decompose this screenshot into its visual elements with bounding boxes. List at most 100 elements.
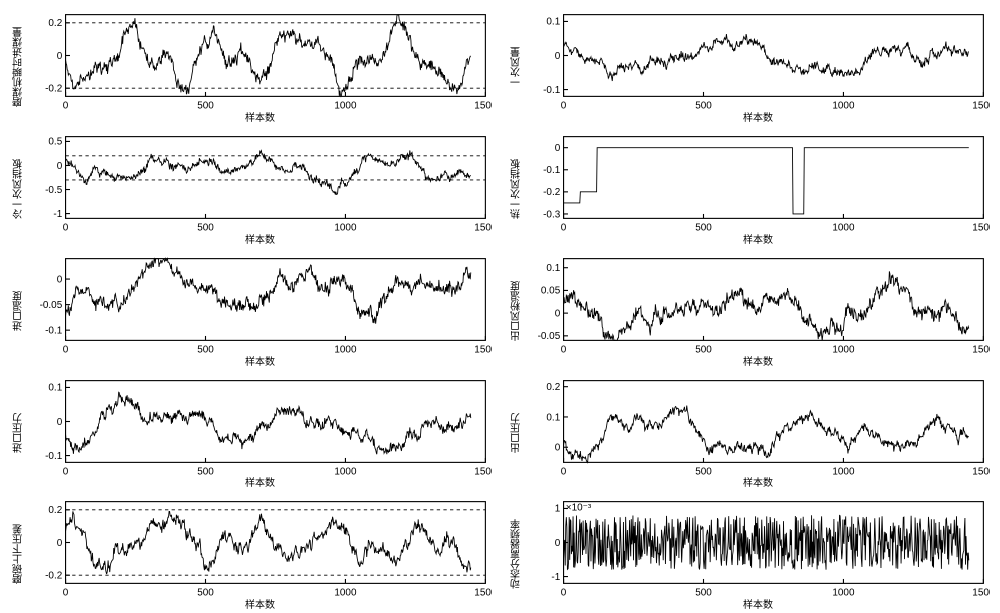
chart-panel-p51: 磨碗上下压差-0.200.2050010001500样本数 [10, 495, 492, 613]
svg-text:1000: 1000 [832, 222, 855, 233]
svg-text:500: 500 [695, 466, 712, 477]
svg-text:1500: 1500 [474, 222, 492, 233]
ylabel-p42: 出口压力 [508, 374, 526, 492]
xlabel-p52: 样本数 [526, 599, 990, 613]
svg-text:-0.2: -0.2 [45, 84, 63, 95]
svg-text:0: 0 [63, 466, 69, 477]
svg-text:1500: 1500 [474, 344, 492, 355]
svg-text:1000: 1000 [832, 466, 855, 477]
svg-text:0.1: 0.1 [546, 17, 560, 28]
svg-text:1000: 1000 [334, 222, 357, 233]
svg-text:1500: 1500 [474, 588, 492, 599]
xlabel-p32: 样本数 [526, 356, 990, 370]
plot-p31: -0.1 -0.05 0 0 500 1000 1500 [28, 252, 492, 356]
svg-text:×10⁻³: ×10⁻³ [566, 503, 592, 514]
svg-text:1000: 1000 [334, 344, 357, 355]
chart-panel-p11: 磨煤机瞬时进煤量-0.200.2050010001500样本数 [10, 8, 492, 126]
svg-text:0: 0 [63, 588, 69, 599]
svg-text:-1: -1 [551, 572, 560, 583]
svg-text:1000: 1000 [832, 588, 855, 599]
svg-text:0: 0 [561, 588, 567, 599]
plot-p51: -0.200.2050010001500 [28, 495, 492, 599]
svg-text:1500: 1500 [972, 222, 990, 233]
chart-panel-p42: 出口压力 0 0.1 0.2 0 500 1000 1500样本数 [508, 374, 990, 492]
svg-text:1000: 1000 [334, 588, 357, 599]
svg-text:0: 0 [561, 344, 567, 355]
svg-text:0: 0 [57, 538, 63, 549]
svg-text:0: 0 [57, 51, 63, 62]
svg-text:1500: 1500 [972, 344, 990, 355]
chart-panel-p32: 出口风粉温度-0.0500.050.1050010001500样本数 [508, 252, 990, 370]
ylabel-p22: 热一次风挡板 [508, 130, 526, 248]
svg-text:0.1: 0.1 [546, 412, 560, 423]
plot-p32: -0.0500.050.1050010001500 [526, 252, 990, 356]
svg-text:1500: 1500 [474, 466, 492, 477]
ylabel-p32: 出口风粉温度 [508, 252, 526, 370]
svg-text:500: 500 [695, 588, 712, 599]
svg-text:-1: -1 [53, 209, 62, 220]
svg-text:1500: 1500 [972, 466, 990, 477]
svg-text:0.1: 0.1 [48, 382, 62, 393]
xlabel-p22: 样本数 [526, 234, 990, 248]
xlabel-p31: 样本数 [28, 356, 492, 370]
svg-text:-0.5: -0.5 [45, 185, 63, 196]
svg-text:0.2: 0.2 [546, 382, 560, 393]
xlabel-p51: 样本数 [28, 599, 492, 613]
svg-text:0: 0 [561, 466, 567, 477]
svg-text:0: 0 [63, 101, 69, 112]
plot-p21: -1-0.500.5050010001500 [28, 130, 492, 234]
svg-text:0.2: 0.2 [48, 505, 62, 516]
svg-text:500: 500 [197, 101, 214, 112]
svg-text:0: 0 [555, 442, 561, 453]
svg-text:1000: 1000 [832, 101, 855, 112]
svg-text:-0.1: -0.1 [543, 165, 561, 176]
svg-text:500: 500 [197, 466, 214, 477]
chart-panel-p41: 进口压力-0.100.1050010001500样本数 [10, 374, 492, 492]
xlabel-p41: 样本数 [28, 477, 492, 491]
chart-panel-p52: 动态分离器频率-101050010001500×10⁻³样本数 [508, 495, 990, 613]
svg-text:-0.05: -0.05 [538, 331, 561, 342]
chart-panel-p21: 冷一次风挡板-1-0.500.5050010001500样本数 [10, 130, 492, 248]
svg-text:500: 500 [695, 344, 712, 355]
svg-text:-0.1: -0.1 [543, 85, 561, 96]
plot-p41: -0.100.1050010001500 [28, 374, 492, 478]
xlabel-p42: 样本数 [526, 477, 990, 491]
svg-text:1000: 1000 [334, 466, 357, 477]
svg-text:500: 500 [197, 588, 214, 599]
chart-panel-p31: 进口温度 -0.1 -0.05 0 0 500 1000 1500样本数 [10, 252, 492, 370]
ylabel-p51: 磨碗上下压差 [10, 495, 28, 613]
svg-text:500: 500 [197, 222, 214, 233]
svg-text:0: 0 [555, 538, 561, 549]
svg-text:1500: 1500 [972, 588, 990, 599]
plot-p22: -0.3-0.2-0.10050010001500 [526, 130, 990, 234]
svg-text:0: 0 [57, 161, 63, 172]
svg-text:1000: 1000 [334, 101, 357, 112]
plot-p42: 0 0.1 0.2 0 500 1000 1500 [526, 374, 990, 478]
svg-text:500: 500 [197, 344, 214, 355]
ylabel-p31: 进口温度 [10, 252, 28, 370]
svg-text:0: 0 [57, 274, 63, 285]
svg-text:0.1: 0.1 [546, 263, 560, 274]
svg-text:0: 0 [555, 51, 561, 62]
svg-text:1: 1 [555, 504, 561, 515]
svg-text:0.05: 0.05 [541, 285, 561, 296]
svg-text:0: 0 [63, 344, 69, 355]
svg-text:0.2: 0.2 [48, 18, 62, 29]
svg-text:0: 0 [555, 308, 561, 319]
chart-panel-p12: 一次风量-0.100.1050010001500样本数 [508, 8, 990, 126]
xlabel-p12: 样本数 [526, 112, 990, 126]
svg-text:-0.2: -0.2 [543, 187, 561, 198]
ylabel-p11: 磨煤机瞬时进煤量 [10, 8, 28, 126]
svg-text:-0.1: -0.1 [45, 450, 63, 461]
svg-text:1500: 1500 [972, 101, 990, 112]
svg-text:-0.3: -0.3 [543, 209, 561, 220]
svg-text:-0.1: -0.1 [45, 325, 63, 336]
svg-text:-0.2: -0.2 [45, 571, 63, 582]
svg-text:1500: 1500 [474, 101, 492, 112]
xlabel-p11: 样本数 [28, 112, 492, 126]
xlabel-p21: 样本数 [28, 234, 492, 248]
svg-text:-0.05: -0.05 [40, 300, 63, 311]
chart-panel-p22: 热一次风挡板-0.3-0.2-0.10050010001500样本数 [508, 130, 990, 248]
ylabel-p52: 动态分离器频率 [508, 495, 526, 613]
svg-text:0: 0 [561, 222, 567, 233]
